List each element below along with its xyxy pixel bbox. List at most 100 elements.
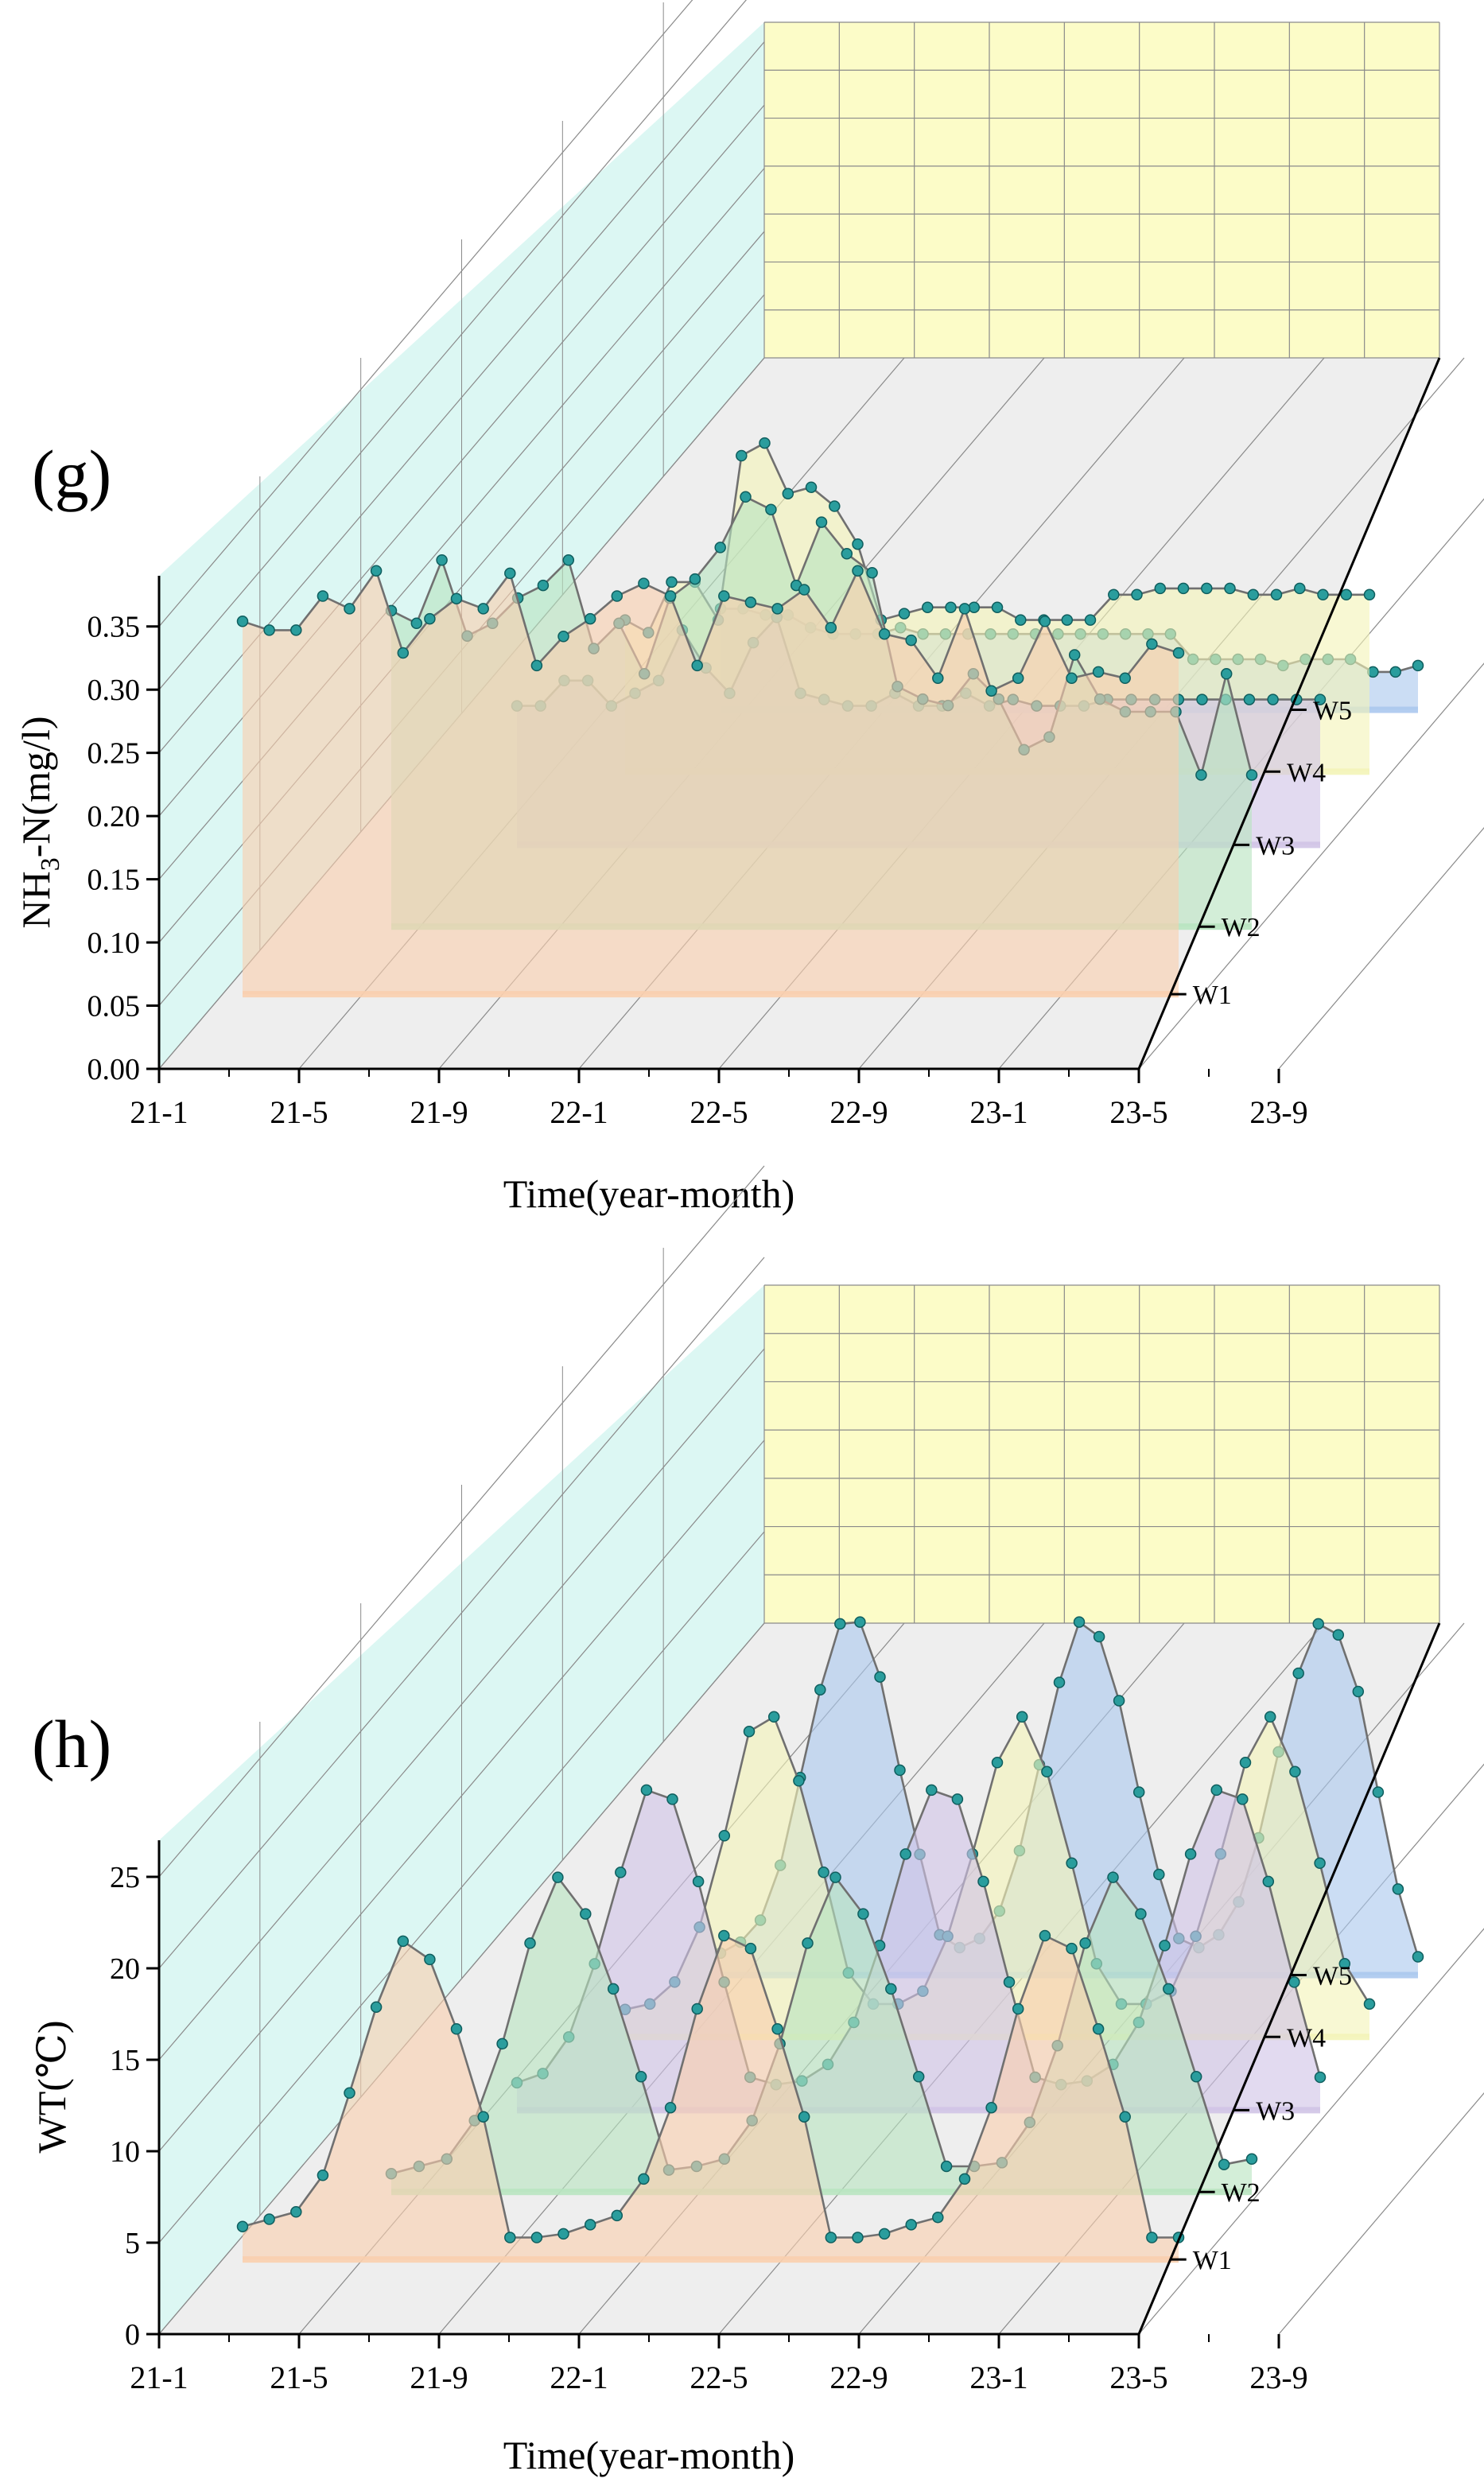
- data-point: [1389, 666, 1401, 678]
- x-tick-label: 23-1: [969, 2360, 1028, 2395]
- data-point: [1245, 769, 1258, 781]
- data-point: [530, 659, 543, 672]
- data-point: [236, 2220, 249, 2232]
- data-point: [958, 603, 971, 615]
- y-tick-label: 0.30: [87, 674, 141, 707]
- chart-h-x-axis-title: Time(year-month): [503, 2433, 795, 2477]
- data-point: [932, 2211, 944, 2224]
- data-point: [1363, 589, 1376, 601]
- data-point: [1003, 1976, 1016, 1988]
- x-tick-label: 22-1: [550, 2360, 608, 2395]
- chart-g-series: [236, 437, 1424, 998]
- data-point: [1201, 582, 1213, 595]
- data-point: [1224, 582, 1236, 595]
- data-point: [615, 1867, 627, 1878]
- data-point: [691, 2002, 703, 2015]
- data-point: [1338, 1958, 1351, 1970]
- data-point: [793, 1775, 805, 1787]
- data-point: [1243, 693, 1256, 705]
- x-tick-label: 23-1: [969, 1094, 1028, 1130]
- data-point: [874, 1671, 886, 1683]
- data-point: [236, 616, 249, 627]
- data-point: [450, 592, 463, 604]
- data-point: [878, 627, 891, 640]
- data-point: [1039, 1929, 1051, 1942]
- data-point: [991, 601, 1004, 613]
- data-point: [977, 1875, 989, 1888]
- data-point: [504, 567, 516, 580]
- data-point: [771, 603, 783, 615]
- data-point: [1372, 1786, 1385, 1798]
- x-tick-label: 23-5: [1109, 1094, 1167, 1130]
- data-point: [689, 573, 701, 585]
- data-point: [666, 576, 678, 589]
- data-point: [743, 1725, 756, 1738]
- y-tick-label: 15: [110, 2044, 140, 2077]
- series-W1: [236, 565, 1185, 998]
- data-point: [782, 488, 794, 499]
- data-point: [397, 647, 410, 659]
- data-point: [718, 590, 730, 602]
- data-point: [477, 2111, 489, 2123]
- data-point: [611, 2209, 624, 2222]
- data-point: [664, 2101, 677, 2114]
- data-point: [744, 596, 757, 608]
- y-tick-label: 0.35: [87, 611, 141, 644]
- series-line: [720, 1620, 1420, 1957]
- data-point: [945, 601, 957, 613]
- data-point: [524, 1937, 536, 1949]
- data-point: [664, 590, 677, 602]
- data-point: [1061, 614, 1074, 626]
- y-tick-label: 5: [125, 2227, 140, 2260]
- series-line: [390, 1875, 1253, 2175]
- data-point: [1132, 1786, 1145, 1798]
- data-point: [1135, 1908, 1147, 1920]
- data-point: [370, 2001, 383, 2013]
- data-point: [1084, 614, 1097, 626]
- data-point: [885, 1983, 897, 1995]
- data-point: [580, 1908, 592, 1920]
- y-tick-label: 25: [110, 1861, 140, 1894]
- x-tick-label: 22-9: [829, 2360, 888, 2395]
- data-point: [1092, 2023, 1105, 2035]
- data-point: [1352, 1685, 1365, 1698]
- data-point: [317, 2170, 329, 2181]
- chart-g-x-axis-title: Time(year-month): [503, 1171, 795, 1216]
- x-tick-label: 21-1: [130, 1094, 188, 1130]
- x-tick-label: 21-1: [130, 2360, 188, 2395]
- series-label-W5: W5: [1313, 697, 1352, 726]
- x-tick-label: 22-5: [690, 1094, 748, 1130]
- grid-line: [1278, 2092, 1484, 2335]
- data-point: [940, 2160, 953, 2173]
- data-point: [1340, 589, 1353, 601]
- data-point: [1270, 589, 1283, 601]
- y-tick-label: 0.25: [87, 737, 141, 771]
- data-point: [991, 1757, 1004, 1769]
- data-point: [557, 2228, 569, 2240]
- data-point: [932, 672, 944, 685]
- data-point: [765, 503, 777, 515]
- data-point: [1066, 672, 1078, 685]
- data-point: [1245, 2153, 1258, 2166]
- series-label-W1: W1: [1193, 981, 1232, 1010]
- data-point: [450, 2023, 463, 2035]
- data-point: [1247, 589, 1260, 601]
- data-point: [866, 566, 878, 579]
- data-point: [1314, 1857, 1326, 1870]
- data-point: [1267, 693, 1279, 705]
- data-point: [1163, 1983, 1175, 1995]
- data-point: [1184, 1848, 1197, 1860]
- data-point: [951, 1793, 964, 1805]
- data-point: [798, 584, 810, 596]
- data-point: [878, 2228, 891, 2240]
- data-point: [767, 1711, 780, 1723]
- data-point: [1154, 582, 1167, 595]
- data-point: [537, 579, 550, 592]
- data-point: [759, 437, 771, 449]
- x-tick-label: 23-5: [1109, 2360, 1167, 2395]
- data-point: [1292, 1667, 1304, 1680]
- grid-line: [1278, 826, 1484, 1070]
- chart-h-series: [236, 1616, 1424, 2263]
- data-point: [1092, 666, 1105, 678]
